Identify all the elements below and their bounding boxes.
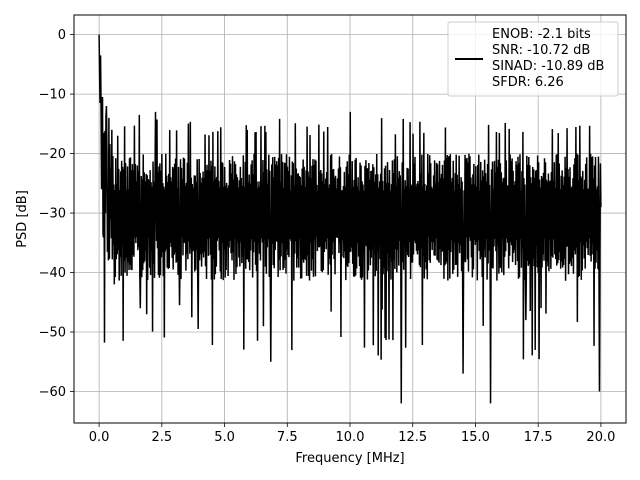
- y-tick-label: −40: [39, 266, 66, 281]
- plot-area: [98, 34, 602, 404]
- x-tick-label: 7.5: [277, 430, 298, 445]
- x-tick-label: 2.5: [151, 430, 172, 445]
- y-axis-title: PSD [dB]: [15, 190, 30, 248]
- y-tick-label: −20: [39, 147, 66, 162]
- legend-line-enob: ENOB: -2.1 bits: [492, 27, 591, 42]
- legend-line-sinad: SINAD: -10.89 dB: [492, 59, 604, 74]
- legend-box: [447, 21, 619, 97]
- x-tick-label: 0.0: [89, 430, 110, 445]
- x-tick-label: 17.5: [524, 430, 553, 445]
- x-tick-label: 20.0: [586, 430, 615, 445]
- y-tick-label: −10: [39, 88, 66, 103]
- x-tick-label: 5.0: [214, 430, 235, 445]
- psd-series-line: [98, 34, 602, 404]
- legend: ENOB: -2.1 bits SNR: -10.72 dB SINAD: -1…: [447, 21, 619, 97]
- x-axis-title: Frequency [MHz]: [295, 451, 404, 466]
- x-tick-label: 12.5: [398, 430, 427, 445]
- legend-line-snr: SNR: -10.72 dB: [492, 43, 590, 58]
- x-tick-label: 10.0: [336, 430, 365, 445]
- y-tick-label: −30: [39, 207, 66, 222]
- x-axis-ticks: 0.0 2.5 5.0 7.5 10.0 12.5 15.0 17.5 20.0: [89, 423, 615, 445]
- y-tick-label: −50: [39, 326, 66, 341]
- y-tick-label: 0: [58, 28, 66, 43]
- legend-line-sfdr: SFDR: 6.26: [492, 75, 564, 90]
- x-tick-label: 15.0: [461, 430, 490, 445]
- y-tick-label: −60: [39, 385, 66, 400]
- y-axis-ticks: 0 −10 −20 −30 −40 −50 −60: [39, 28, 74, 400]
